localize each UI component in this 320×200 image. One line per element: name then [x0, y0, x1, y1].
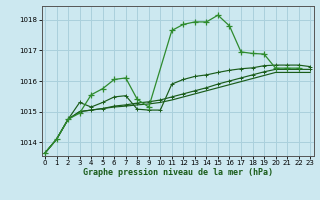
X-axis label: Graphe pression niveau de la mer (hPa): Graphe pression niveau de la mer (hPa) — [83, 168, 273, 177]
